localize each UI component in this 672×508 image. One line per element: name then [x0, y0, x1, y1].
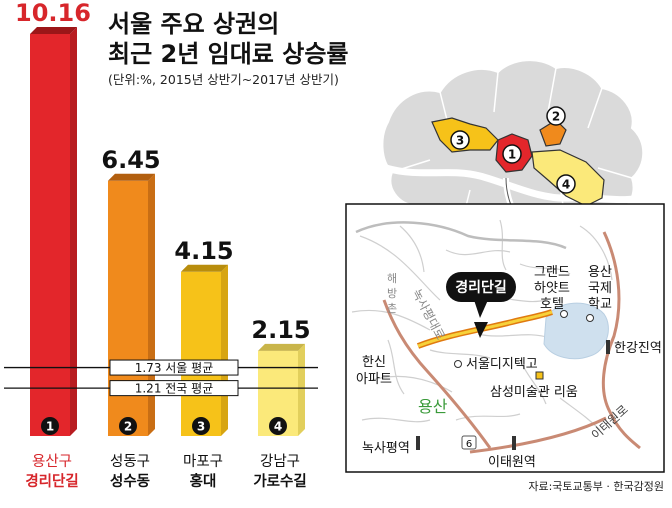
callout-tail [474, 300, 488, 318]
category-district-2: 성동구 [110, 453, 150, 470]
haebangchon-label-line3: 촌 [387, 302, 397, 315]
bar-value-label-1: 10.16 [15, 0, 91, 27]
han-river [385, 164, 648, 204]
bar-number-badge-3 [192, 417, 210, 435]
bar-number-badge-2 [119, 417, 137, 435]
bar-value-label-3: 4.15 [174, 237, 233, 265]
ref-line-label-2: 1.21 전국 평균 [135, 382, 214, 396]
map-marker-label-2: 2 [552, 110, 560, 124]
source-note: 자료:국토교통부 · 한국감정원 [528, 480, 664, 493]
bar-1 [30, 34, 70, 436]
chart-subtitle: (단위:%, 2015년 상반기~2017년 상반기) [108, 72, 339, 87]
grand-hyatt-marker [560, 310, 568, 318]
bar-2 [108, 180, 148, 436]
bar-side-3 [221, 264, 228, 436]
bar-top-2 [108, 173, 155, 181]
route-6-label: 6 [466, 439, 472, 450]
ref-line-label-1: 1.73 서울 평균 [135, 361, 214, 375]
yongsan-school-marker [586, 314, 594, 322]
bar-top-1 [30, 27, 77, 34]
noksapyeong-station-label: 녹사평역 [362, 441, 410, 456]
gyeongridan-road-inner [417, 310, 553, 348]
itaewon-station-marker [512, 436, 516, 450]
route-6-shield [461, 435, 477, 450]
map-marker-label-1: 1 [508, 148, 516, 162]
bar-number-3: 3 [197, 420, 205, 434]
map-markers: 1 2 3 4 [450, 106, 576, 194]
bar-number-1: 1 [46, 420, 54, 434]
bar-number-4: 4 [274, 420, 282, 434]
grand-hyatt-label-line1: 그랜드 [534, 265, 570, 280]
ref-label-box-2 [109, 380, 239, 397]
category-area-3: 홍대 [190, 472, 217, 490]
samsung-museum-marker [535, 371, 544, 380]
grand-hyatt-label-line3: 호텔 [540, 297, 564, 312]
gyeongridan-callout-label: 경리단길 [455, 279, 507, 296]
bar-top-4 [258, 343, 305, 351]
bar-3 [181, 271, 221, 436]
bar-side-4 [298, 343, 305, 436]
chart-title-line2: 최근 2년 임대료 상승률 [108, 40, 349, 68]
hangangjin-station-label: 한강진역 [614, 341, 662, 356]
detail-map-frame [345, 203, 665, 473]
bar-value-label-4: 2.15 [251, 316, 310, 344]
itaewon-ro-road [469, 416, 607, 454]
bar-number-badge-4 [269, 417, 287, 435]
seoul-digital-high-marker [454, 360, 462, 368]
itaewon-station-label: 이태원역 [488, 455, 536, 470]
category-district-3: 마포구 [183, 453, 223, 470]
reference-lines: 1.73 서울 평균 1.21 전국 평균 [4, 359, 318, 397]
category-district-1: 용산구 [32, 453, 72, 470]
noksapyeong-station-marker [416, 436, 420, 450]
map-marker-1 [502, 144, 522, 164]
category-area-1: 경리단길 [25, 472, 78, 490]
grand-hyatt-label-line2: 하얏트 [534, 281, 570, 296]
category-district-4: 강남구 [260, 453, 300, 470]
map-marker-label-3: 3 [456, 134, 464, 148]
bar-number-badge-1 [41, 417, 59, 435]
hanshin-apt-label-line1: 한신 [362, 355, 386, 370]
yongsan-school-label-line1: 용산 [588, 265, 612, 280]
namsan-contour [355, 221, 567, 250]
haebangchon-label-line1: 해 [387, 271, 397, 285]
category-area-4: 가로수길 [253, 473, 306, 490]
hanshin-apt-label-line2: 아파트 [356, 372, 392, 387]
hannam-road [601, 231, 641, 450]
gyeongridan-callout [446, 272, 516, 302]
callout-pointer [474, 322, 488, 338]
samsung-museum-label: 삼성미술관 리움 [490, 385, 578, 400]
yongsan-district-label: 용산 [418, 397, 448, 416]
map-marker-label-4: 4 [562, 178, 570, 192]
hangangjin-station-marker [606, 340, 610, 354]
ref-label-box-1 [109, 359, 239, 376]
chart-title-line1: 서울 주요 상권의 [108, 10, 279, 38]
seoul-digital-high-label: 서울디지텍고 [466, 357, 538, 372]
bar-number-2: 2 [124, 420, 132, 434]
bar-top-3 [181, 264, 228, 272]
bar-value-label-2: 6.45 [101, 146, 160, 174]
bar-side-2 [148, 173, 155, 436]
haebangchon-label-line2: 방 [387, 287, 397, 300]
map-marker-3 [450, 130, 470, 150]
bar-side-1 [70, 27, 77, 436]
noksapyeong-daero-road [382, 299, 492, 449]
yongsan-school-label-line3: 학교 [588, 297, 612, 312]
map-marker-4 [556, 174, 576, 194]
yongsan-school-label-line2: 국제 [588, 281, 612, 296]
map-marker-2 [546, 106, 566, 126]
category-area-2: 성수동 [110, 472, 150, 490]
